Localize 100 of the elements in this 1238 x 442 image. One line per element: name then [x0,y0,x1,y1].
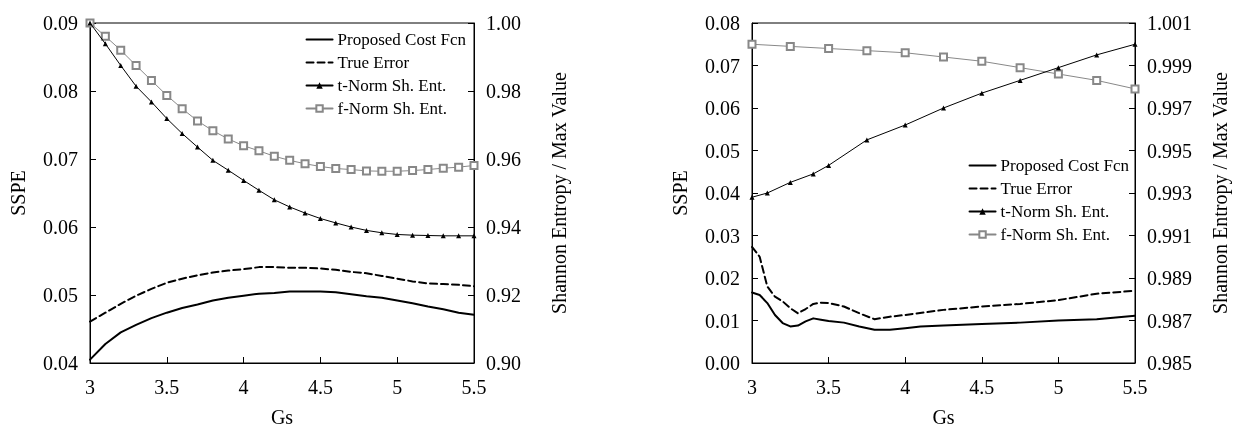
point [300,159,310,169]
y-tick-label: 0.01 [705,309,740,332]
point [164,116,170,122]
point [239,141,249,151]
point [902,122,908,128]
point [471,233,477,239]
y2-tick-label: 0.989 [1147,267,1192,289]
point [939,52,948,62]
point [392,166,402,176]
point [408,166,418,176]
point [179,131,185,136]
y-tick-label: 0.04 [705,182,740,204]
point [131,61,141,70]
point [363,227,369,233]
x-tick-label: 5 [1053,376,1064,398]
y-tick-label: 0.05 [705,139,740,162]
x-tick-label: 4.5 [307,376,333,398]
point [826,162,832,168]
x-tick-label: 5 [392,376,403,398]
y-tick-label: 0.04 [43,352,78,374]
y2-tick-label: 0.92 [486,284,521,306]
point [1055,65,1061,71]
point [469,160,479,170]
point [210,157,216,163]
point [1132,41,1138,47]
y2-tick-label: 0.999 [1147,54,1192,77]
y2-tick-label: 0.985 [1147,352,1192,374]
point [315,161,325,171]
x-axis-title: Gs [932,406,955,428]
y-tick-label: 0.08 [43,80,78,102]
point [146,75,156,85]
point [377,166,387,176]
x-tick-label: 3.5 [154,376,180,398]
legend-label: t-Norm Sh. Ent. [337,76,447,95]
x-tick-label: 4 [900,376,911,398]
point [208,126,218,136]
point [787,179,793,185]
point [193,116,203,126]
y2-tick-label: 0.94 [486,216,521,238]
y2-tick-label: 0.987 [1147,309,1192,332]
point [254,146,264,156]
y2-tick-label: 0.993 [1147,182,1192,204]
legend-label: f-Norm Sh. Ent. [337,99,448,118]
x-tick-label: 3 [85,376,95,398]
y-tick-label: 0.08 [705,12,740,34]
y2-axis-title: Shannon Entropy / Max Value [1209,71,1232,314]
point [285,155,295,165]
x-tick-label: 3 [747,376,757,398]
legend-label: True Error [1000,179,1073,198]
point [394,231,400,237]
legend-label: f-Norm Sh. Ent. [1000,225,1111,244]
x-tick-label: 4 [238,376,249,398]
legend-label: Proposed Cost Fcn [337,30,467,49]
y-tick-label: 0.06 [43,216,78,238]
point [410,232,416,238]
y-tick-label: 0.03 [705,224,740,247]
point [979,90,985,96]
y-tick-label: 0.02 [705,267,740,289]
y2-tick-label: 0.995 [1147,139,1192,162]
y-axis-title: SSPE [669,170,691,216]
y-axis-title: SSPE [7,170,29,216]
point [438,163,448,173]
point [100,31,110,41]
point [1092,75,1102,85]
point [269,151,279,161]
point [941,105,946,111]
point [361,166,371,176]
point [824,44,834,53]
point [302,210,308,216]
y2-tick-label: 0.997 [1147,97,1192,119]
point [223,134,233,144]
point [977,56,987,66]
point [1017,77,1023,83]
y-tick-label: 0.05 [43,284,78,306]
x-tick-label: 3.5 [816,376,842,398]
x-axis-title: Gs [270,406,294,428]
y2-axis-title: Shannon Entropy / Max Value [548,71,571,314]
y2-tick-label: 0.96 [486,148,521,170]
point [118,63,124,68]
y2-tick-label: 1.001 [1147,12,1192,34]
y-tick-label: 0.06 [705,97,740,119]
x-tick-label: 4.5 [969,376,995,398]
point [1130,84,1140,94]
point [900,48,910,58]
point [747,39,757,49]
point [256,187,262,193]
point [317,216,323,221]
point [348,224,354,230]
x-tick-label: 5.5 [461,376,487,398]
y-tick-label: 0.09 [43,12,78,34]
y-tick-label: 0.00 [705,352,740,374]
point [425,233,431,238]
point [423,165,433,175]
legend-label: Proposed Cost Fcn [1000,156,1130,175]
y-tick-label: 0.07 [43,148,78,170]
point [1053,69,1063,79]
point [331,164,341,174]
x-tick-label: 5.5 [1122,376,1148,398]
point [133,83,139,89]
point [454,162,464,172]
